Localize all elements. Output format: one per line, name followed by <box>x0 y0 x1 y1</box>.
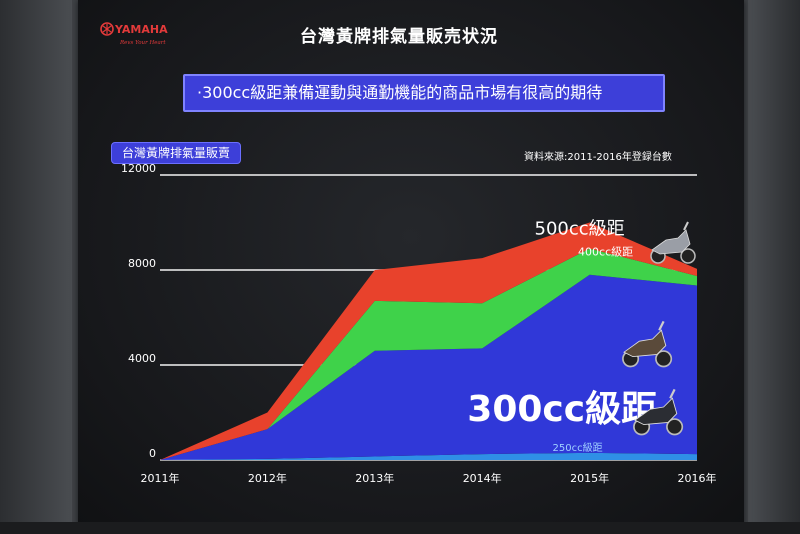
naked-bike-300cc-icon <box>633 388 684 436</box>
wall-right <box>748 0 800 534</box>
area-layer <box>160 222 697 460</box>
tuning-fork-emblem-icon <box>100 22 114 36</box>
headline-banner: ·300cc級距兼備運動與通勤機能的商品市場有很高的期待 <box>183 74 665 112</box>
bike-body <box>634 397 678 426</box>
x-tick-label: 2011年 <box>141 471 180 485</box>
series-label-500cc: 500cc級距 <box>535 219 625 240</box>
area-400cc <box>160 248 697 460</box>
y-tick-label-4000: 4000 <box>128 352 156 365</box>
brand-tagline: Revs Your Heart <box>119 40 166 46</box>
area-250cc <box>160 452 697 460</box>
y-tick-label-12000: 12000 <box>121 162 156 175</box>
wheel-front <box>666 418 684 436</box>
wheel-front <box>680 248 696 264</box>
windscreen <box>683 221 689 231</box>
area-300cc <box>160 274 697 460</box>
chart-label-badge: 台灣黃牌排氣量販賣 <box>111 142 242 164</box>
x-tick-label: 2012年 <box>248 471 287 485</box>
x-tick-label: 2015年 <box>570 471 609 485</box>
y-tick-label-0: 0 <box>149 447 156 460</box>
series-label-300cc: 300cc級距 <box>467 389 657 430</box>
bike-body <box>623 329 667 358</box>
windscreen <box>669 388 676 399</box>
series-label-400cc: 400cc級距 <box>578 246 633 259</box>
bike-body <box>651 229 691 255</box>
brand-name: YAMAHA <box>114 23 168 36</box>
y-tick-label-8000: 8000 <box>128 257 156 270</box>
screen-bottom-edge <box>0 522 800 534</box>
area-500cc <box>160 222 697 460</box>
x-tick-label: 2016年 <box>678 471 717 485</box>
scooter-300cc-icon <box>622 320 673 368</box>
x-tick-label: 2013年 <box>355 471 394 485</box>
x-tick-label: 2014年 <box>463 471 502 485</box>
yamaha-logo: YAMAHA Revs Your Heart <box>100 22 168 46</box>
wheel-front <box>655 350 673 368</box>
wall-left <box>0 0 72 534</box>
page-title: 台灣黃牌排氣量販売状況 <box>300 27 498 47</box>
windscreen <box>658 320 665 331</box>
series-label-250cc: 250cc級距 <box>553 441 603 454</box>
scooter-500cc-icon <box>650 221 696 264</box>
source-note: 資料來源:2011-2016年登録台數 <box>524 152 672 163</box>
